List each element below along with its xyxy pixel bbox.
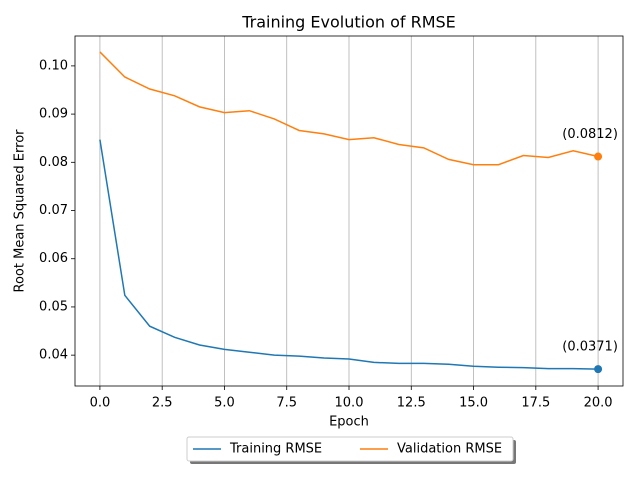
x-tick-label: 0.0 (90, 396, 111, 411)
data-label: (0.0812) (562, 127, 618, 142)
legend-label: Validation RMSE (397, 442, 502, 457)
y-tick-label: 0.07 (39, 203, 68, 218)
point-marker (594, 152, 603, 161)
y-tick-label: 0.08 (39, 155, 68, 170)
y-tick-label: 0.05 (39, 299, 68, 314)
y-tick-label: 0.10 (39, 58, 68, 73)
data-label: (0.0371) (562, 340, 618, 355)
y-tick-label: 0.06 (39, 251, 68, 266)
y-tick-label: 0.09 (39, 107, 68, 122)
legend: Training RMSE Validation RMSE (186, 436, 516, 464)
x-tick-label: 5.0 (214, 396, 235, 411)
chart-title: Training Evolution of RMSE (241, 13, 456, 32)
x-tick-label: 17.5 (521, 396, 550, 411)
x-tick-label: 15.0 (459, 396, 488, 411)
y-tick-label: 0.04 (39, 348, 68, 363)
point-marker (594, 365, 603, 374)
data-line (99, 139, 599, 370)
x-tick-label: 12.5 (397, 396, 426, 411)
y-axis-label: Root Mean Squared Error (13, 129, 28, 293)
data-line (99, 51, 599, 166)
legend-box (186, 436, 514, 462)
x-axis-label: Epoch (329, 415, 369, 430)
plot-frame (74, 35, 624, 387)
x-tick-label: 20.0 (584, 396, 613, 411)
x-tick-label: 10.0 (335, 396, 364, 411)
legend-label: Training RMSE (229, 442, 322, 457)
x-tick-label: 7.5 (276, 396, 297, 411)
x-tick-label: 2.5 (152, 396, 173, 411)
